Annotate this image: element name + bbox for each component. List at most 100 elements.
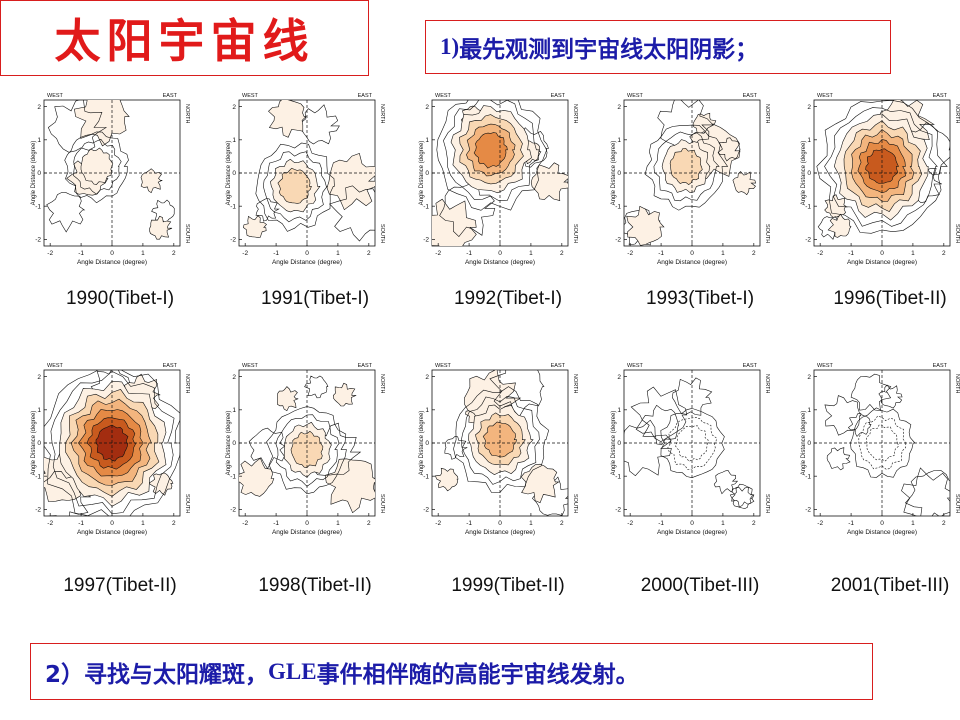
panel-caption: 1998(Tibet-II) — [258, 575, 372, 596]
svg-text:NORTH: NORTH — [184, 374, 190, 393]
panel-caption: 1997(Tibet-II) — [63, 575, 177, 596]
svg-text:1: 1 — [617, 137, 621, 144]
svg-text:EAST: EAST — [551, 93, 566, 99]
svg-text:2: 2 — [942, 250, 946, 257]
svg-text:0: 0 — [37, 170, 41, 177]
svg-text:EAST: EAST — [358, 93, 373, 99]
svg-text:WEST: WEST — [47, 93, 64, 99]
svg-text:1: 1 — [141, 250, 145, 257]
svg-text:EAST: EAST — [743, 363, 758, 369]
panel-caption: 1992(Tibet-I) — [453, 288, 563, 309]
sun-shadow-panel: -2 -2 -1 -1 0 0 1 1 2 2 WEST EAST NORTH SOUTH Angle Di… — [30, 88, 210, 278]
sun-shadow-panel: -2 -2 -1 -1 0 0 1 1 2 2 WEST EAST NORTH SOUTH Angle Di… — [800, 358, 960, 548]
svg-text:-2: -2 — [47, 250, 53, 257]
svg-text:-2: -2 — [423, 237, 429, 244]
svg-text:EAST: EAST — [743, 93, 758, 99]
svg-text:Angle Distance (degree): Angle Distance (degree) — [272, 259, 342, 266]
note-2-suffix: 事件相伴随的高能宇宙线发射。 — [316, 661, 639, 688]
svg-text:Angle Distance (degree): Angle Distance (degree) — [801, 141, 807, 206]
panel-caption: 2000(Tibet-III) — [640, 575, 760, 596]
svg-text:EAST: EAST — [163, 93, 178, 99]
svg-text:2: 2 — [172, 520, 176, 527]
note-1-text: 最先观测到宇宙线太阳阴影； — [459, 37, 759, 63]
svg-text:0: 0 — [690, 520, 694, 527]
svg-text:2: 2 — [37, 374, 41, 381]
svg-text:-1: -1 — [423, 473, 429, 480]
svg-text:2: 2 — [367, 520, 371, 527]
svg-text:-2: -2 — [627, 250, 633, 257]
svg-text:0: 0 — [617, 170, 621, 177]
svg-text:SOUTH: SOUTH — [379, 224, 385, 243]
svg-text:1: 1 — [721, 250, 725, 257]
svg-text:NORTH: NORTH — [954, 104, 960, 123]
svg-text:Angle Distance (degree): Angle Distance (degree) — [31, 141, 37, 206]
svg-text:-2: -2 — [627, 520, 633, 527]
panel-caption: 1996(Tibet-II) — [833, 288, 947, 309]
panel-caption: 1990(Tibet-I) — [65, 288, 175, 309]
svg-text:0: 0 — [37, 440, 41, 447]
svg-text:SOUTH: SOUTH — [764, 224, 770, 243]
svg-text:-2: -2 — [615, 507, 621, 514]
svg-text:0: 0 — [110, 520, 114, 527]
svg-text:2: 2 — [942, 520, 946, 527]
page-title: 太阳宇宙线 — [54, 14, 315, 68]
sun-shadow-panel: -2 -2 -1 -1 0 0 1 1 2 2 WEST EAST NORTH SOUTH Angle Di… — [418, 88, 598, 278]
svg-text:WEST: WEST — [817, 363, 834, 369]
svg-text:-1: -1 — [273, 250, 279, 257]
sun-shadow-panel: -2 -2 -1 -1 0 0 1 1 2 2 WEST EAST NORTH SOUTH Angle Di… — [610, 88, 790, 278]
svg-text:-2: -2 — [435, 250, 441, 257]
panel-caption: 2001(Tibet-III) — [830, 575, 950, 596]
svg-text:NORTH: NORTH — [764, 374, 770, 393]
svg-text:Angle Distance (degree): Angle Distance (degree) — [465, 259, 535, 266]
svg-text:-1: -1 — [615, 473, 621, 480]
svg-text:Angle Distance (degree): Angle Distance (degree) — [419, 141, 425, 206]
svg-text:-1: -1 — [230, 203, 236, 210]
svg-text:-1: -1 — [466, 520, 472, 527]
svg-text:NORTH: NORTH — [379, 374, 385, 393]
svg-text:-1: -1 — [805, 203, 811, 210]
panel-caption: 1999(Tibet-II) — [451, 575, 565, 596]
svg-text:SOUTH: SOUTH — [379, 494, 385, 513]
svg-text:SOUTH: SOUTH — [572, 224, 578, 243]
panel-caption: 1991(Tibet-I) — [260, 288, 370, 309]
svg-text:Angle Distance (degree): Angle Distance (degree) — [847, 259, 917, 266]
svg-text:2: 2 — [617, 374, 621, 381]
svg-text:0: 0 — [232, 170, 236, 177]
svg-text:1: 1 — [336, 250, 340, 257]
svg-text:1: 1 — [425, 407, 429, 414]
title-box: 太阳宇宙线 — [0, 0, 369, 76]
svg-text:-1: -1 — [35, 473, 41, 480]
svg-text:-1: -1 — [615, 203, 621, 210]
svg-text:NORTH: NORTH — [184, 104, 190, 123]
svg-text:SOUTH: SOUTH — [954, 494, 960, 513]
svg-text:2: 2 — [232, 104, 236, 111]
panel-caption: 1993(Tibet-I) — [645, 288, 755, 309]
svg-text:-2: -2 — [805, 237, 811, 244]
svg-text:Angle Distance (degree): Angle Distance (degree) — [31, 411, 37, 476]
svg-text:SOUTH: SOUTH — [572, 494, 578, 513]
svg-text:SOUTH: SOUTH — [764, 494, 770, 513]
note-1: 1) 最先观测到宇宙线太阳阴影； — [425, 20, 891, 74]
svg-text:0: 0 — [880, 520, 884, 527]
svg-text:Angle Distance (degree): Angle Distance (degree) — [657, 259, 727, 266]
svg-text:SOUTH: SOUTH — [184, 494, 190, 513]
svg-text:1: 1 — [141, 520, 145, 527]
svg-text:1: 1 — [911, 520, 915, 527]
svg-text:0: 0 — [305, 520, 309, 527]
svg-text:2: 2 — [807, 374, 811, 381]
note-1-number: 1) — [440, 34, 460, 59]
svg-text:-2: -2 — [242, 520, 248, 527]
svg-text:NORTH: NORTH — [572, 104, 578, 123]
svg-text:-2: -2 — [230, 237, 236, 244]
svg-text:-2: -2 — [423, 507, 429, 514]
svg-text:0: 0 — [498, 520, 502, 527]
svg-text:0: 0 — [110, 250, 114, 257]
svg-text:1: 1 — [617, 407, 621, 414]
svg-text:Angle Distance (degree): Angle Distance (degree) — [419, 411, 425, 476]
svg-text:-1: -1 — [423, 203, 429, 210]
svg-text:1: 1 — [807, 407, 811, 414]
svg-text:WEST: WEST — [817, 93, 834, 99]
svg-text:1: 1 — [529, 520, 533, 527]
svg-text:Angle Distance (degree): Angle Distance (degree) — [226, 411, 232, 476]
note-2-prefix: 寻找与太阳耀斑， — [84, 661, 269, 688]
